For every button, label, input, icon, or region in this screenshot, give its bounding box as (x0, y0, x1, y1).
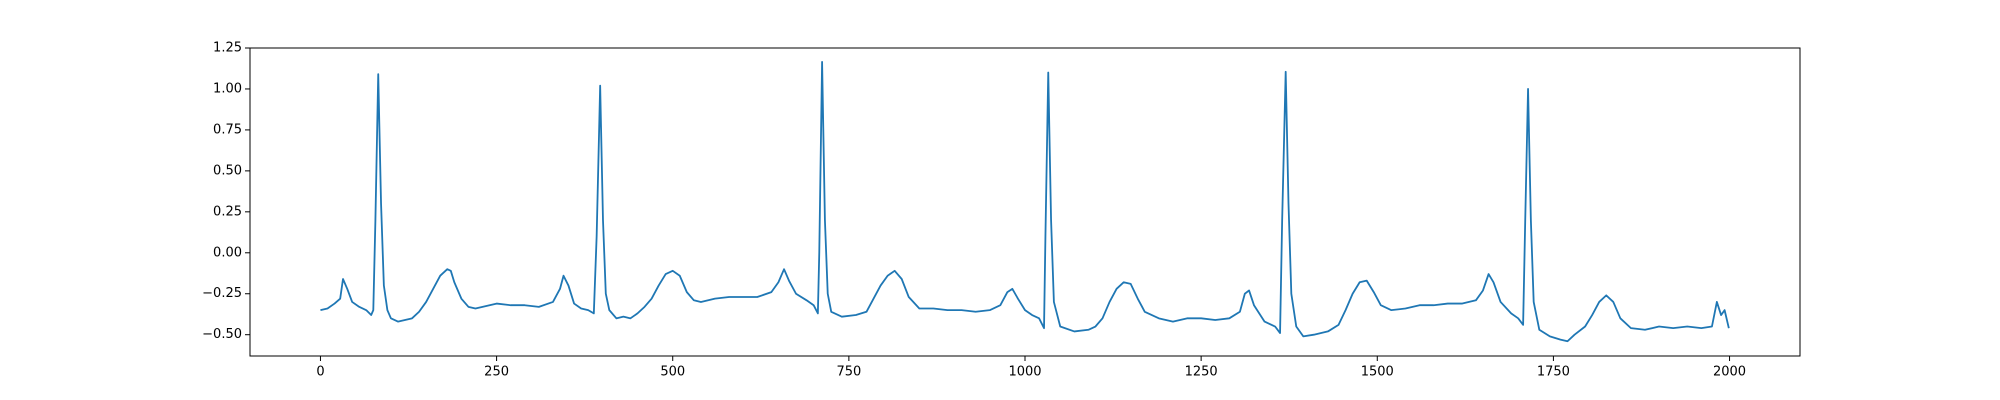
y-tick-label: 0.00 (213, 245, 242, 260)
y-tick-label: 0.50 (213, 163, 242, 178)
signal-line (320, 61, 1730, 343)
x-tick-label: 1000 (1008, 365, 1041, 380)
y-tick-label: 0.25 (213, 204, 242, 219)
y-tick-label: 1.00 (213, 81, 242, 96)
x-tick-label: 500 (660, 365, 685, 380)
x-tick-label: 1500 (1361, 365, 1394, 380)
x-tick-label: 2000 (1713, 365, 1746, 380)
x-tick-label: 750 (836, 365, 861, 380)
x-tick-label: 1250 (1185, 365, 1218, 380)
y-tick-label: 0.75 (213, 122, 242, 137)
x-tick-label: 1750 (1537, 365, 1570, 380)
y-tick-label: 1.25 (213, 41, 242, 56)
y-tick-label: −0.50 (202, 327, 242, 342)
y-tick-label: −0.25 (202, 286, 242, 301)
x-tick-label: 0 (316, 365, 324, 380)
x-tick-label: 250 (484, 365, 509, 380)
